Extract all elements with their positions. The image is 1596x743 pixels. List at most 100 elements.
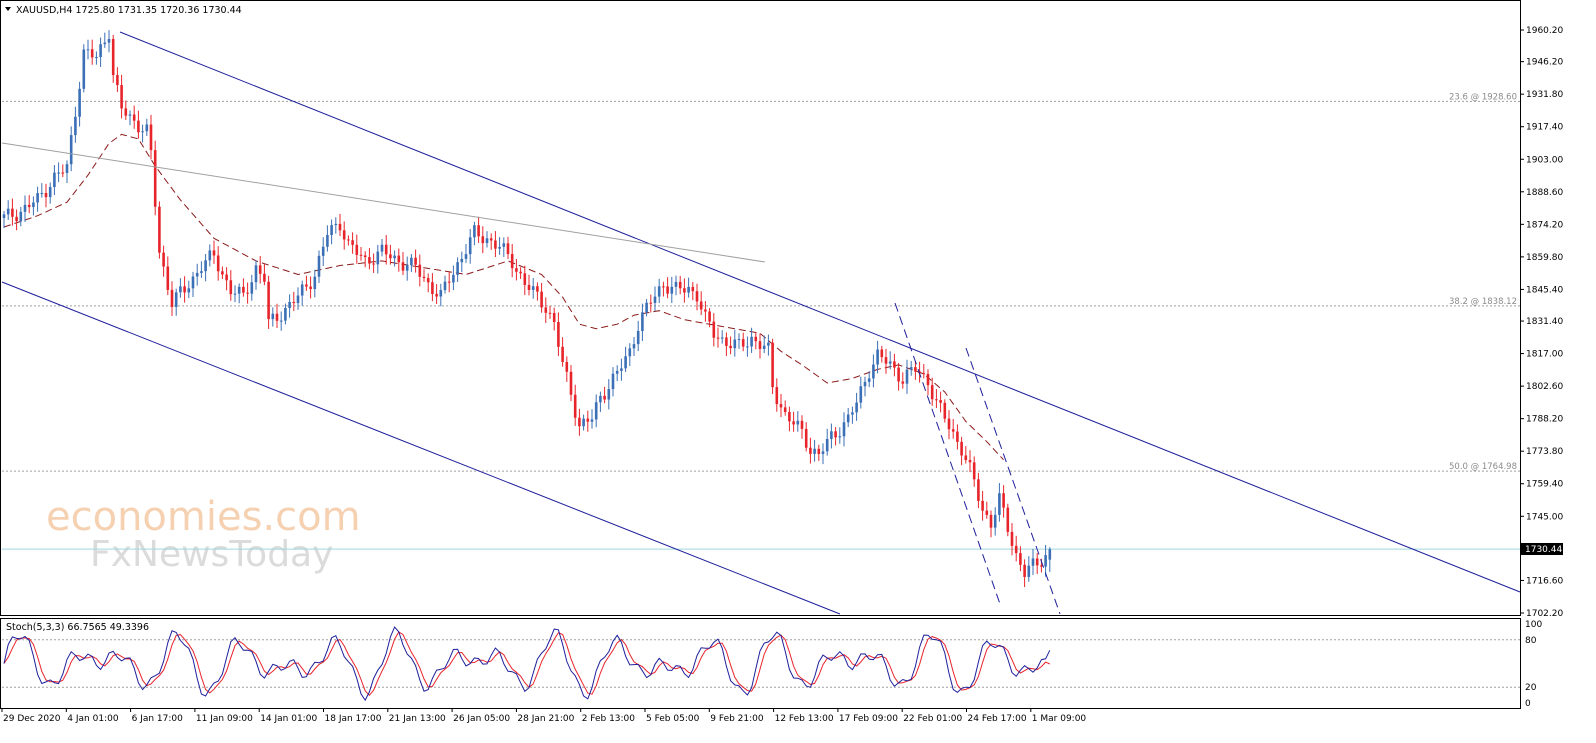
candle-body	[78, 88, 81, 117]
candle-body	[145, 124, 149, 132]
candle-body	[523, 273, 527, 285]
candle-body	[590, 419, 594, 422]
y-tick-label: 1831.40	[1526, 317, 1563, 327]
y-tick-label: 1845.40	[1526, 285, 1563, 295]
candle-body	[804, 428, 808, 448]
candle-body	[389, 254, 392, 259]
candle-body	[981, 500, 984, 511]
candle-body	[809, 447, 812, 454]
candle-body	[662, 286, 665, 288]
candle-body	[443, 281, 447, 291]
y-tick-label: 1874.20	[1526, 220, 1563, 230]
candle-body	[695, 291, 699, 302]
candle-body	[649, 302, 653, 304]
stoch-header: Stoch(5,3,3) 66.7565 49.3396	[6, 622, 149, 633]
candle-body	[153, 150, 157, 207]
candle-body	[628, 348, 632, 357]
candle-body	[208, 250, 212, 261]
candle-body	[876, 349, 879, 365]
candle-body	[678, 281, 682, 289]
x-tick-label: 4 Jan 01:00	[67, 714, 119, 724]
candle-body	[355, 244, 359, 255]
y-tick-label: 1817.00	[1526, 350, 1563, 360]
candle-body	[531, 286, 535, 290]
x-tick-label: 2 Feb 13:00	[582, 714, 636, 724]
candle-body	[271, 313, 275, 320]
candle-body	[615, 370, 619, 374]
candle-body	[510, 253, 514, 269]
candle-body	[288, 301, 291, 309]
candle-body	[872, 364, 875, 379]
candle-body	[372, 263, 375, 265]
channel-lower-line[interactable]	[1, 281, 841, 615]
candle-body	[939, 400, 942, 403]
candle-body	[977, 479, 980, 501]
candle-body	[166, 266, 170, 290]
candle-body	[460, 258, 464, 263]
candle-body	[888, 361, 892, 364]
candle-body	[632, 344, 636, 349]
candle-body	[11, 208, 14, 217]
candle-body	[179, 286, 182, 293]
candle-body	[481, 236, 485, 244]
candle-body	[502, 243, 506, 247]
candle-body	[683, 288, 686, 293]
candle-body	[250, 282, 254, 294]
candle-body	[657, 286, 661, 297]
x-tick-label: 18 Jan 17:00	[325, 714, 382, 724]
candle-body	[578, 417, 581, 427]
candle-body	[330, 225, 333, 235]
candle-body	[69, 135, 73, 165]
candle-body	[863, 381, 867, 387]
stoch-main-line	[3, 626, 1051, 702]
candle-body	[1019, 553, 1022, 565]
chart-menu-triangle-icon[interactable]	[5, 7, 11, 11]
x-tick-label: 28 Jan 21:00	[517, 714, 574, 724]
candle-body	[506, 243, 510, 254]
y-tick-label: 1946.20	[1526, 58, 1563, 68]
candle-body	[800, 420, 804, 429]
candle-body	[204, 260, 207, 272]
stochastic-oscillator: 100 80 20 0	[2, 620, 1542, 709]
candle-body	[691, 286, 695, 292]
candle-body	[242, 286, 245, 293]
candle-body	[452, 274, 455, 283]
x-tick-label: 1 Mar 09:00	[1032, 714, 1087, 724]
current-price-box	[1521, 543, 1563, 555]
x-tick-label: 21 Jan 13:00	[389, 714, 446, 724]
candle-body	[607, 389, 611, 400]
short-channel-right[interactable]	[965, 347, 1061, 615]
candle-body	[393, 255, 396, 259]
candle-body	[422, 276, 426, 279]
x-tick-label: 14 Jan 01:00	[260, 714, 317, 724]
x-tick-label: 6 Jan 17:00	[132, 714, 184, 724]
candle-body	[943, 402, 947, 419]
candle-body	[993, 514, 997, 528]
candle-body	[951, 429, 955, 432]
candle-body	[813, 448, 816, 454]
fib-level-label: 38.2 @ 1838.12	[1449, 297, 1517, 307]
candle-body	[124, 108, 128, 116]
candle-body	[792, 421, 795, 425]
y-tick-label: 1716.60	[1526, 576, 1563, 586]
candle-body	[334, 223, 338, 226]
channel-upper-line[interactable]	[119, 31, 1521, 593]
candle-body	[830, 431, 833, 439]
candle-body	[498, 246, 501, 249]
candle-body	[309, 286, 312, 290]
candle-body	[544, 307, 548, 313]
stoch-panel-frame	[0, 618, 1521, 709]
candle-body	[107, 39, 111, 43]
candle-body	[557, 322, 560, 347]
short-channel-left[interactable]	[894, 302, 1001, 605]
x-tick-label: 12 Feb 13:00	[775, 714, 834, 724]
x-tick-label: 29 Dec 2020	[3, 714, 61, 724]
candle-body	[401, 262, 405, 271]
candle-body	[137, 120, 140, 133]
trend-lines[interactable]	[1, 31, 1521, 615]
candle-body	[767, 342, 770, 346]
candle-body	[930, 385, 934, 400]
candle-body	[817, 448, 821, 455]
resistance-line[interactable]	[1, 142, 766, 263]
